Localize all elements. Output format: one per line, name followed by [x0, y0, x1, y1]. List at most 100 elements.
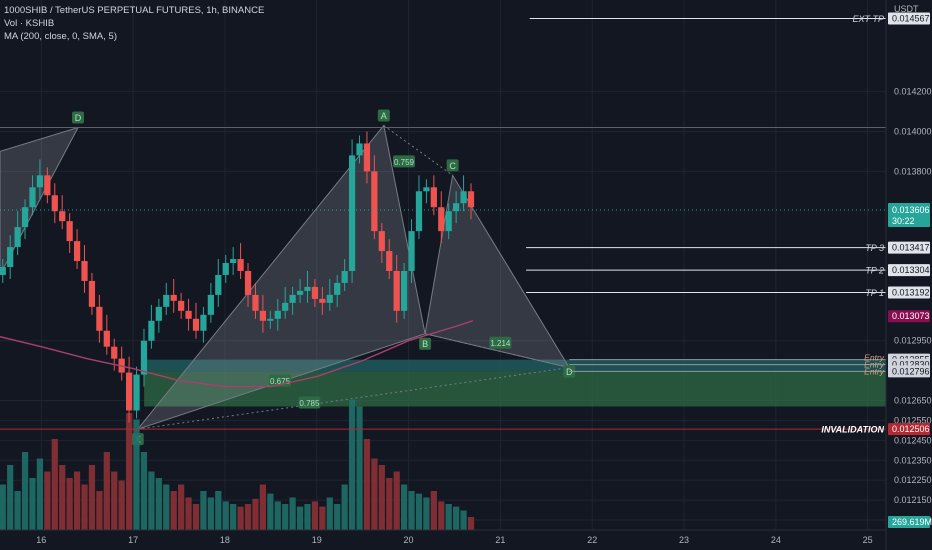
volume-bar — [274, 501, 281, 530]
ma-indicator[interactable]: MA (200, close, 0, SMA, 5) — [4, 31, 117, 42]
volume-bar — [163, 484, 170, 530]
candle-body — [21, 207, 29, 228]
candle-body — [0, 266, 6, 275]
volume-bar — [334, 504, 341, 530]
volume-bar — [222, 501, 229, 530]
candle-body — [423, 187, 430, 192]
axis-level-tag-bg — [888, 241, 930, 254]
time-tick: 23 — [679, 535, 689, 545]
volume-bar — [371, 458, 378, 530]
last-price-text: 0.013606 — [892, 205, 930, 215]
candle-body — [326, 294, 333, 303]
candle-body — [103, 330, 110, 347]
candle-body — [81, 261, 88, 281]
pattern-ac-line — [383, 125, 453, 176]
point-prior-d-text: D — [75, 113, 82, 123]
level-label: INVALIDATION — [821, 425, 884, 435]
volume-bar — [460, 510, 467, 530]
volume-bar — [207, 497, 214, 530]
candle-body — [200, 314, 207, 331]
point-prior-d-bg — [72, 111, 85, 124]
ratio-bc-bg — [489, 336, 512, 349]
candle-body — [348, 155, 356, 271]
symbol-title[interactable]: 1000SHIB / TetherUS PERPETUAL FUTURES, 1… — [4, 5, 265, 16]
volume-indicator[interactable]: Vol · KSHIB — [4, 18, 55, 29]
axis-tick: 0.012350 — [894, 455, 932, 465]
ma-line — [0, 320, 474, 388]
candle-body — [296, 290, 304, 295]
volume-bar — [192, 504, 200, 530]
candle-body — [111, 346, 118, 359]
candle-body — [125, 372, 133, 411]
candle-body — [66, 221, 73, 242]
candle-body — [319, 298, 326, 303]
candle-body — [244, 270, 252, 295]
volume-bar — [267, 493, 274, 530]
volume-bar — [386, 478, 393, 530]
axis-level-tag: 0.013304 — [888, 264, 930, 277]
candle-body — [230, 259, 237, 264]
candle-body — [282, 302, 289, 311]
ratio-xd-text: 0.785 — [299, 399, 320, 408]
candle-body — [438, 207, 445, 232]
volume-bar — [51, 439, 58, 530]
volume-bar — [14, 491, 21, 530]
volume-bar — [445, 504, 452, 530]
candle-body — [460, 191, 467, 204]
volume-bar — [103, 452, 110, 530]
candle-body — [215, 274, 222, 295]
volume-bar — [44, 471, 51, 530]
point-d-text: D — [566, 367, 573, 377]
axis-tick: 0.013800 — [894, 166, 932, 176]
candle-body — [408, 231, 415, 271]
time-axis: 16 17 18 19 20 21 22 23 24 25 — [0, 0, 887, 550]
candle-body — [207, 294, 214, 315]
volume-bar — [438, 501, 445, 530]
volume-bar — [252, 498, 259, 530]
candle-body — [178, 300, 185, 311]
volume-bar — [356, 406, 363, 530]
volume-bar — [326, 497, 333, 530]
volume-bar — [319, 506, 326, 530]
point-prior-d: D — [72, 111, 85, 124]
volume-bar — [348, 400, 356, 530]
volume-bar — [200, 491, 207, 530]
axis-tick: 0.012550 — [894, 415, 932, 425]
candle-body — [467, 191, 475, 208]
target-zone — [144, 371, 886, 407]
pattern-bcd-triangle — [424, 173, 571, 369]
volume-bar — [125, 413, 133, 530]
candle-body — [252, 294, 259, 311]
axis-tick: 0.012450 — [894, 435, 932, 445]
candle-body — [356, 143, 363, 156]
axis-level-tag-bg — [888, 365, 930, 378]
axis-tick: 0.012650 — [894, 395, 932, 405]
axis-tick: 0.014000 — [894, 127, 932, 137]
axis-tick: 0.012950 — [894, 336, 932, 346]
volume-badge-text: 269.619M — [892, 517, 932, 527]
ratio-xd: 0.785 — [298, 396, 321, 409]
volume-bar — [59, 465, 66, 530]
candle-body — [185, 310, 192, 319]
volume-bar — [66, 478, 73, 530]
time-tick: 22 — [587, 535, 597, 545]
volume-bar — [118, 480, 125, 530]
ma-price-badge: 0.013073 — [888, 310, 930, 323]
volume-bar — [215, 491, 222, 530]
volume-bar — [282, 504, 289, 530]
candle-body — [140, 340, 148, 375]
candle-body — [393, 270, 400, 311]
candle-body — [371, 171, 378, 232]
grid — [0, 0, 886, 530]
candle-body — [334, 282, 341, 295]
ratio-ab-bg — [392, 155, 415, 168]
volume-bar — [88, 465, 96, 530]
volume-bar — [230, 504, 237, 530]
volume-bar — [170, 491, 177, 530]
candle-body — [29, 187, 36, 208]
candle-body — [222, 263, 229, 275]
chart-legend: 1000SHIB / TetherUS PERPETUAL FUTURES, 1… — [4, 4, 264, 43]
